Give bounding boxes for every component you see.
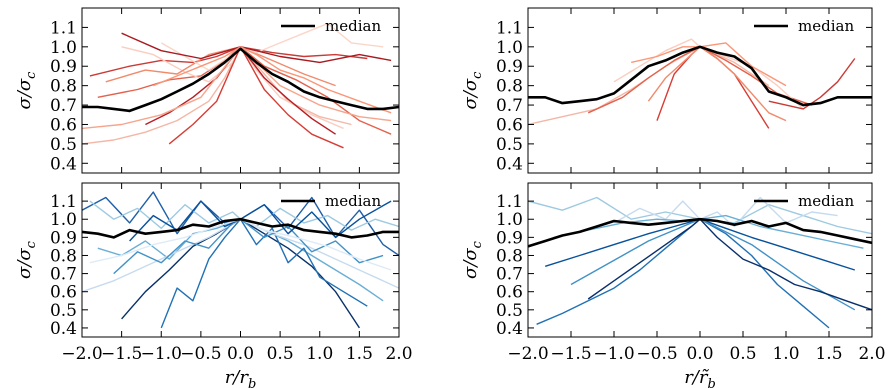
x-tick-label: −1.0 bbox=[141, 344, 182, 364]
legend: median bbox=[281, 17, 381, 35]
x-tick-label: 1.0 bbox=[772, 344, 799, 364]
y-tick-label: 0.5 bbox=[496, 135, 523, 155]
y-tick-label: 0.5 bbox=[50, 301, 77, 321]
panel-top-right: 0.40.50.60.70.80.91.01.1 σ/σc median bbox=[460, 7, 873, 174]
series-line-7 bbox=[82, 46, 392, 130]
x-tick-label: −0.5 bbox=[636, 344, 677, 364]
x-axis-label: r/rb bbox=[225, 367, 257, 388]
series-line-2 bbox=[97, 46, 392, 135]
legend-label: median bbox=[325, 17, 381, 35]
y-tick-label: 1.0 bbox=[50, 210, 77, 230]
y-tick-label: 0.7 bbox=[50, 265, 77, 285]
median-line bbox=[528, 45, 872, 107]
series-line-5 bbox=[105, 46, 336, 87]
y-tick-label: 0.4 bbox=[496, 319, 523, 339]
y-tick-label: 0.9 bbox=[50, 57, 77, 77]
series-group bbox=[82, 22, 399, 149]
y-tick-label: 1.0 bbox=[496, 38, 523, 58]
y-tick-label: 0.8 bbox=[496, 77, 523, 97]
x-tick-label: 1.5 bbox=[346, 344, 373, 364]
x-tick-label: −0.5 bbox=[180, 344, 221, 364]
y-tick-label: 1.0 bbox=[50, 38, 77, 58]
y-tick-label: 1.1 bbox=[496, 192, 523, 212]
x-tick-label: 1.0 bbox=[306, 344, 333, 364]
y-tick-label: 0.4 bbox=[50, 154, 77, 174]
y-tick-label: 0.6 bbox=[496, 283, 523, 303]
y-tick-label: 0.8 bbox=[50, 246, 77, 266]
y-tick-label: 0.5 bbox=[50, 135, 77, 155]
y-tick-label: 1.1 bbox=[50, 18, 77, 38]
x-tick-label: 0.0 bbox=[686, 344, 713, 364]
y-tick-label: 0.9 bbox=[496, 228, 523, 248]
series-line-4 bbox=[160, 218, 368, 329]
y-tick-label: 1.0 bbox=[496, 210, 523, 230]
legend: median bbox=[754, 192, 854, 210]
y-axis-label: σ/σc bbox=[14, 71, 39, 110]
y-tick-label: 0.8 bbox=[50, 77, 77, 97]
legend-label: median bbox=[798, 192, 854, 210]
y-tick-label: 1.1 bbox=[496, 18, 523, 38]
series-line-3 bbox=[570, 218, 856, 311]
y-tick-label: 0.7 bbox=[496, 96, 523, 116]
median-line bbox=[82, 217, 399, 239]
series-line-4 bbox=[613, 196, 838, 228]
legend: median bbox=[281, 192, 381, 210]
x-tick-label: −2.0 bbox=[507, 344, 548, 364]
x-tick-label: −1.5 bbox=[101, 344, 142, 364]
legend-label: median bbox=[325, 192, 381, 210]
x-tick-label: 0.5 bbox=[729, 344, 756, 364]
x-tick-label: 2.0 bbox=[385, 344, 412, 364]
legend-label: median bbox=[798, 17, 854, 35]
y-tick-label: 0.7 bbox=[496, 265, 523, 285]
y-axis-label: σ/σc bbox=[460, 240, 485, 279]
x-tick-label: −1.5 bbox=[550, 344, 591, 364]
x-tick-label: 0.0 bbox=[227, 344, 254, 364]
y-tick-label: 1.1 bbox=[50, 192, 77, 212]
median-line bbox=[82, 47, 399, 113]
legend: median bbox=[754, 17, 854, 35]
series-line-0 bbox=[536, 218, 830, 329]
y-tick-label: 0.6 bbox=[50, 283, 77, 303]
y-tick-label: 0.6 bbox=[50, 115, 77, 135]
series-line-0 bbox=[82, 46, 352, 145]
series-line-2 bbox=[121, 218, 360, 329]
panel-bottom-left: 0.40.50.60.70.80.91.01.1−2.0−1.5−1.0−0.5… bbox=[14, 182, 413, 388]
x-tick-label: 1.5 bbox=[815, 344, 842, 364]
y-tick-label: 0.5 bbox=[496, 301, 523, 321]
series-group bbox=[528, 196, 872, 329]
series-line-8 bbox=[168, 46, 344, 149]
y-tick-label: 0.8 bbox=[496, 246, 523, 266]
y-tick-label: 0.4 bbox=[50, 319, 77, 339]
series-line-4 bbox=[647, 46, 787, 122]
x-tick-label: 2.0 bbox=[858, 344, 885, 364]
x-tick-label: −1.0 bbox=[593, 344, 634, 364]
y-axis-label: σ/σc bbox=[14, 240, 39, 279]
series-line-5 bbox=[587, 218, 872, 311]
series-line-9 bbox=[121, 32, 392, 64]
series-line-6 bbox=[113, 218, 384, 275]
panel-top-left: 0.40.50.60.70.80.91.01.1 σ/σc median bbox=[14, 7, 400, 174]
series-line-10 bbox=[153, 46, 392, 114]
series-line-2 bbox=[656, 46, 770, 129]
x-axis-label: r/r̃b bbox=[684, 367, 716, 388]
x-tick-label: −2.0 bbox=[61, 344, 102, 364]
median-line bbox=[528, 217, 872, 248]
x-tick-label: 0.5 bbox=[267, 344, 294, 364]
y-tick-label: 0.7 bbox=[50, 96, 77, 116]
series-group bbox=[82, 191, 399, 329]
series-group bbox=[528, 38, 872, 129]
y-tick-label: 0.9 bbox=[496, 57, 523, 77]
panel-bottom-right: 0.40.50.60.70.80.91.01.1−2.0 −1.5 −1.0 −0.5… bbox=[460, 182, 886, 388]
y-tick-label: 0.9 bbox=[50, 228, 77, 248]
series-line-1 bbox=[89, 46, 368, 77]
y-axis-label: σ/σc bbox=[460, 71, 485, 110]
y-tick-label: 0.6 bbox=[496, 115, 523, 135]
y-tick-label: 0.4 bbox=[496, 154, 523, 174]
